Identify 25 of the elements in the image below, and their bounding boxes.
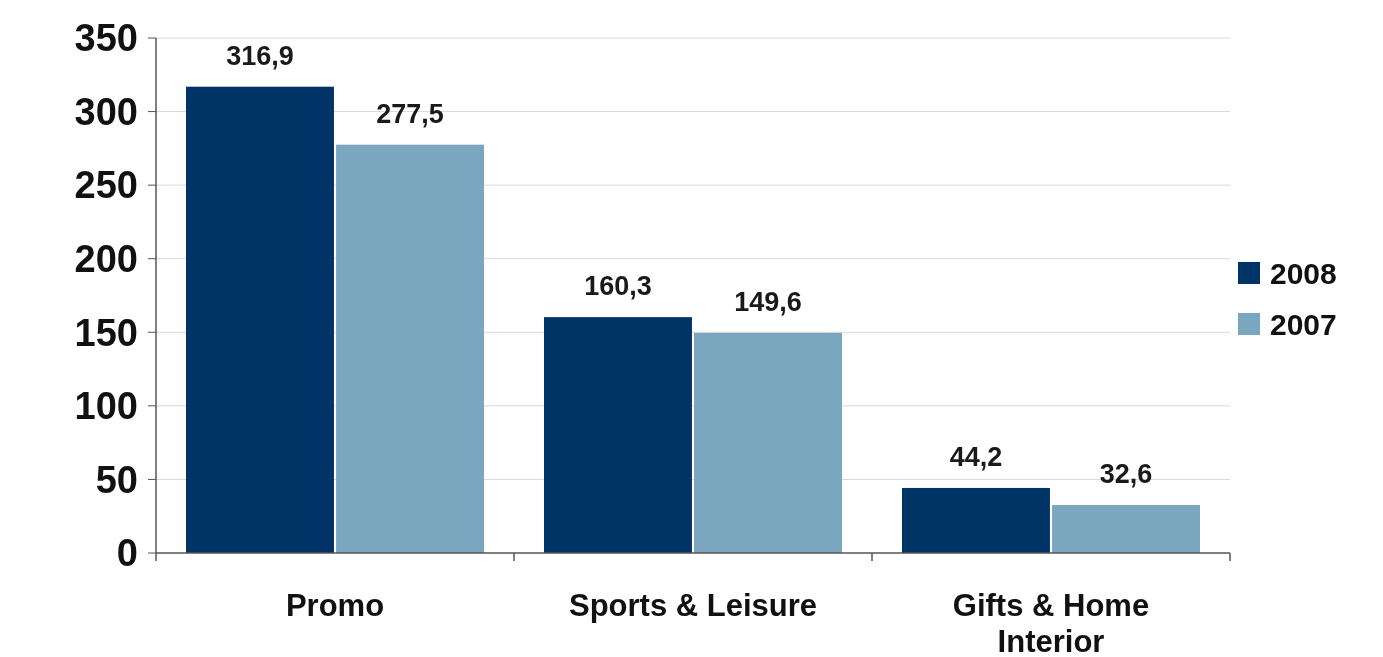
y-tick-label: 100 [74, 385, 138, 428]
data-label: 316,9 [226, 40, 294, 71]
y-tick-label: 200 [74, 238, 138, 281]
x-tick-label: Sports & Leisure [568, 588, 818, 623]
y-tick-label: 350 [74, 17, 138, 60]
legend-label: 2008 [1270, 256, 1337, 290]
bar [902, 487, 1050, 553]
y-tick-label: 300 [74, 90, 138, 133]
data-label: 32,6 [1099, 459, 1153, 490]
bar [1052, 505, 1200, 553]
x-tick-label: Gifts & Home Interior [952, 588, 1150, 657]
bar [186, 86, 334, 553]
y-tick-label: 250 [74, 164, 138, 207]
y-tick-label: 0 [116, 532, 138, 575]
y-tick-label: 50 [95, 458, 138, 501]
data-label: 149,6 [734, 286, 802, 317]
data-label: 160,3 [584, 271, 652, 302]
y-tick-label: 150 [74, 311, 138, 354]
bar [544, 317, 692, 553]
legend-label: 2007 [1270, 307, 1337, 341]
data-label: 44,2 [949, 441, 1003, 472]
bar [336, 144, 484, 553]
bar [694, 332, 842, 553]
data-label: 277,5 [376, 98, 444, 129]
x-tick-label: Promo [285, 588, 385, 623]
